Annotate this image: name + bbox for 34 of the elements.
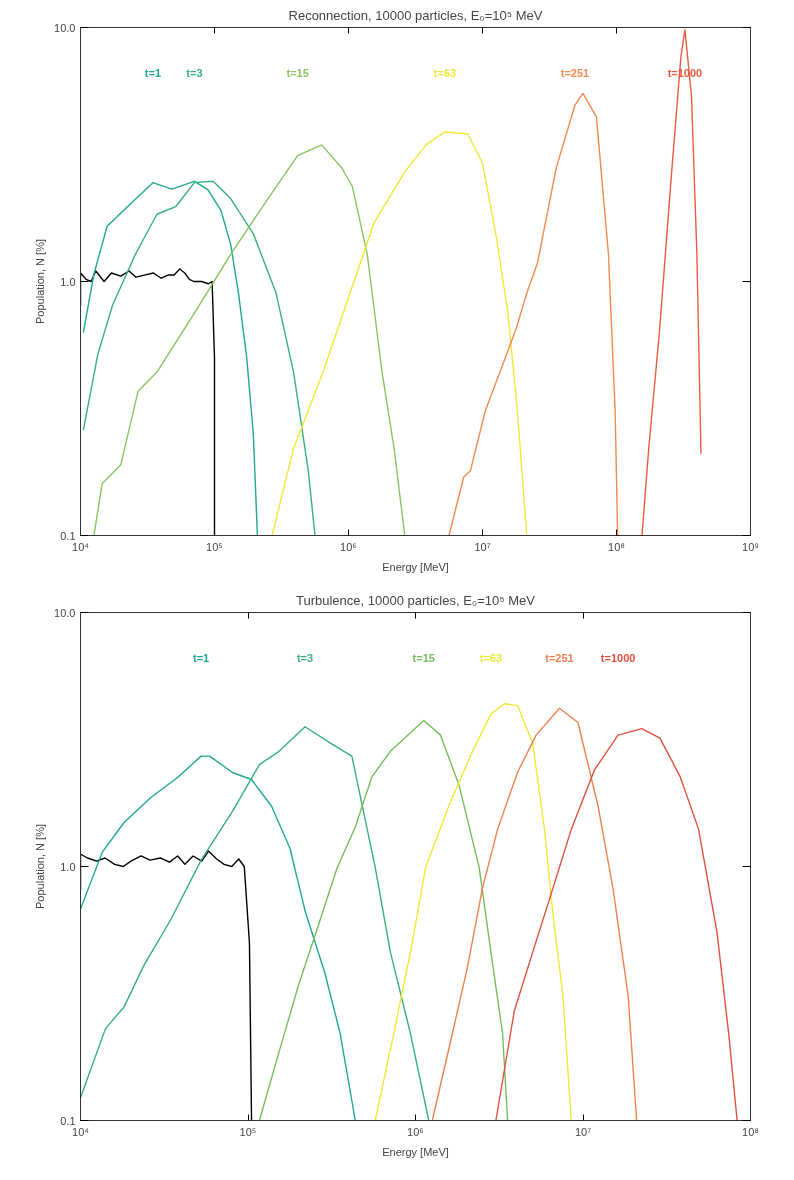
- y-axis-title: Population, N [%]: [34, 239, 47, 324]
- x-tick-label: 10⁷: [474, 540, 491, 553]
- text: t=63: [433, 66, 457, 79]
- y-axis-title: Population, N [%]: [34, 824, 47, 909]
- text: t=15: [286, 66, 309, 79]
- text: t=15: [412, 651, 435, 664]
- x-tick-label: 10⁸: [608, 540, 625, 553]
- x-tick-label: 10⁹: [742, 540, 759, 553]
- y-tick-label: 1.0: [60, 860, 76, 873]
- chart-title: Turbulence, 10000 particles, E₀=10⁵ MeV: [295, 592, 536, 608]
- text: t=3: [296, 651, 314, 664]
- text: t=1: [144, 66, 162, 79]
- x-tick-label: 10⁶: [407, 1125, 424, 1138]
- series-label: t=251: [560, 66, 590, 79]
- chart-title: Reconnection, 10000 particles, E₀=10⁵ MeV: [288, 7, 543, 23]
- x-axis-title: Energy [MeV]: [382, 560, 449, 573]
- x-tick-label: 10⁶: [340, 540, 357, 553]
- x-tick-label: 10⁴: [72, 1125, 90, 1138]
- x-tick-label: 10⁴: [72, 540, 90, 553]
- y-tick-label: 10.0: [54, 606, 76, 619]
- text: t=251: [545, 651, 574, 664]
- x-tick-label: 10⁸: [742, 1125, 759, 1138]
- text: t=3: [186, 66, 203, 79]
- y-tick-label: 1.0: [60, 275, 76, 288]
- y-tick-label: 0.1: [60, 1114, 76, 1127]
- text: t=63: [479, 651, 503, 664]
- text: t=1: [193, 651, 210, 664]
- y-tick-label: 10.0: [54, 21, 76, 34]
- x-tick-label: 10⁵: [239, 1125, 257, 1138]
- text: t=1000: [600, 651, 636, 664]
- x-tick-label: 10⁷: [574, 1125, 592, 1138]
- x-tick-label: 10⁵: [206, 540, 223, 553]
- y-tick-label: 0.1: [60, 529, 76, 542]
- x-axis-title: Energy [MeV]: [382, 1145, 449, 1158]
